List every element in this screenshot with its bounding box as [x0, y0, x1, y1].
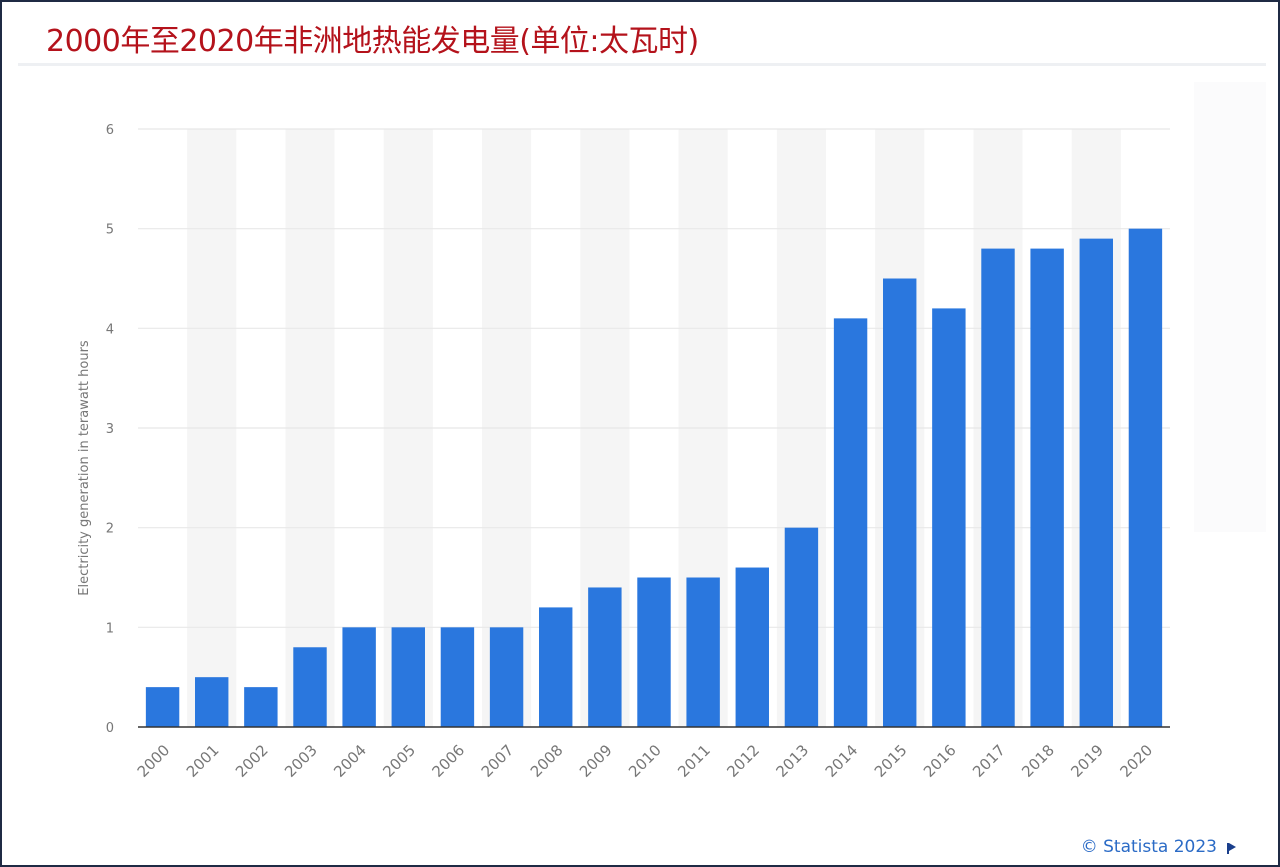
x-tick-label: 2011 — [674, 741, 714, 781]
bar-2019 — [1079, 238, 1113, 727]
bar-2001 — [195, 677, 229, 727]
y-tick-label: 6 — [106, 123, 114, 138]
bar-2013 — [784, 527, 819, 727]
x-tick-label: 2003 — [281, 741, 321, 781]
x-tick-label: 2010 — [625, 741, 665, 781]
x-tick-label: 2005 — [379, 741, 419, 781]
bar-2007 — [489, 627, 524, 727]
x-tick-label: 2019 — [1067, 741, 1107, 781]
bar-2005 — [391, 627, 425, 727]
y-tick-label: 0 — [106, 721, 114, 736]
x-tick-label: 2020 — [1117, 741, 1157, 781]
bar-2003 — [293, 647, 327, 727]
bar-2011 — [686, 577, 720, 727]
bar-2017 — [981, 248, 1015, 727]
x-tick-label: 2017 — [969, 741, 1009, 781]
credit-text: © Statista 2023 — [1080, 837, 1217, 857]
x-tick-label: 2012 — [723, 741, 763, 781]
y-axis-label: Electricity generation in terawatt hours — [77, 340, 92, 596]
y-tick-label: 5 — [106, 223, 114, 238]
y-tick-label: 2 — [106, 522, 114, 537]
y-tick-label: 3 — [106, 422, 114, 437]
x-tick-label: 2000 — [134, 741, 174, 781]
statista-credit[interactable]: © Statista 2023 — [1081, 837, 1236, 857]
title-divider — [18, 63, 1266, 66]
x-tick-label: 2014 — [822, 741, 862, 781]
bar-2014 — [833, 318, 868, 727]
x-tick-label: 2007 — [478, 741, 518, 781]
x-tick-label: 2006 — [429, 741, 469, 781]
bar-2012 — [735, 567, 769, 727]
bar-2000 — [145, 687, 180, 727]
y-tick-label: 1 — [106, 621, 114, 636]
flag-icon — [1227, 843, 1236, 854]
bar-2006 — [440, 627, 475, 727]
bar-2016 — [932, 308, 966, 727]
x-tick-label: 2001 — [183, 741, 223, 781]
bar-2020 — [1128, 228, 1163, 727]
x-tick-label: 2016 — [920, 741, 960, 781]
x-tick-label: 2008 — [527, 741, 567, 781]
x-tick-label: 2002 — [232, 741, 272, 781]
chart-title: 2000年至2020年非洲地热能发电量(单位:太瓦时) — [46, 24, 699, 59]
side-panel — [1194, 82, 1266, 532]
bar-2004 — [342, 627, 376, 727]
x-tick-label: 2004 — [330, 741, 370, 781]
bar-2018 — [1030, 248, 1064, 727]
x-tick-label: 2015 — [871, 741, 911, 781]
bar-2008 — [539, 607, 573, 727]
y-tick-label: 4 — [106, 322, 114, 337]
bar-2010 — [637, 577, 671, 727]
x-tick-label: 2013 — [773, 741, 813, 781]
bar-2015 — [883, 278, 917, 727]
x-tick-label: 2018 — [1018, 741, 1058, 781]
bar-2009 — [588, 587, 622, 727]
bar-2002 — [244, 687, 278, 727]
x-tick-label: 2009 — [576, 741, 616, 781]
